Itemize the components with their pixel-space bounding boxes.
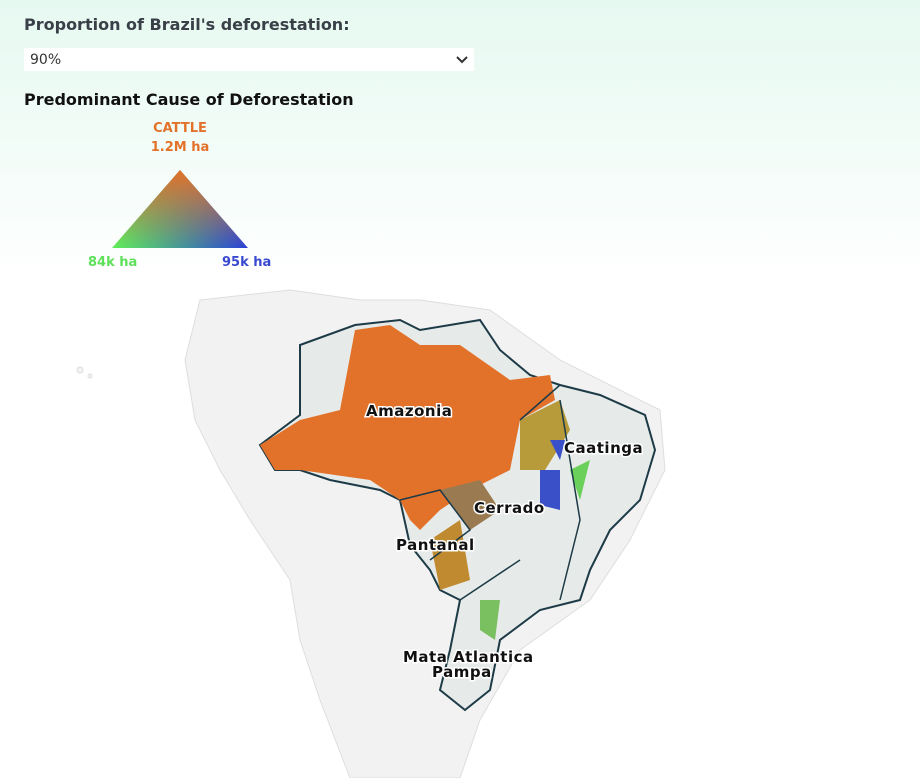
- region-label-pampa: Pampa: [432, 663, 492, 681]
- region-label-amazonia: Amazonia: [366, 402, 452, 420]
- proportion-label: Proportion of Brazil's deforestation:: [24, 15, 350, 34]
- proportion-select[interactable]: 90%: [24, 48, 474, 71]
- amazonia-cattle-area: [260, 325, 555, 530]
- region-label-cerrado: Cerrado: [474, 499, 545, 517]
- legend-left-value: 84k ha: [88, 255, 138, 270]
- legend-top-label: CATTLE: [153, 121, 207, 136]
- legend-right-value: 95k ha: [222, 255, 272, 270]
- region-label-caatinga: Caatinga: [564, 439, 643, 457]
- region-label-mata-atlantica: Mata Atlantica: [403, 648, 534, 666]
- chevron-down-icon: [456, 55, 468, 63]
- proportion-value: 90%: [30, 51, 62, 68]
- region-label-pantanal: Pantanal: [396, 536, 475, 554]
- legend-triangle: [112, 170, 248, 248]
- legend-title: Predominant Cause of Deforestation: [24, 90, 354, 109]
- legend-top-value: 1.2M ha: [150, 140, 210, 155]
- biome-borders: [399, 384, 581, 601]
- deforestation-map[interactable]: Amazonia Caatinga Cerrado Pantanal Mata …: [0, 280, 920, 778]
